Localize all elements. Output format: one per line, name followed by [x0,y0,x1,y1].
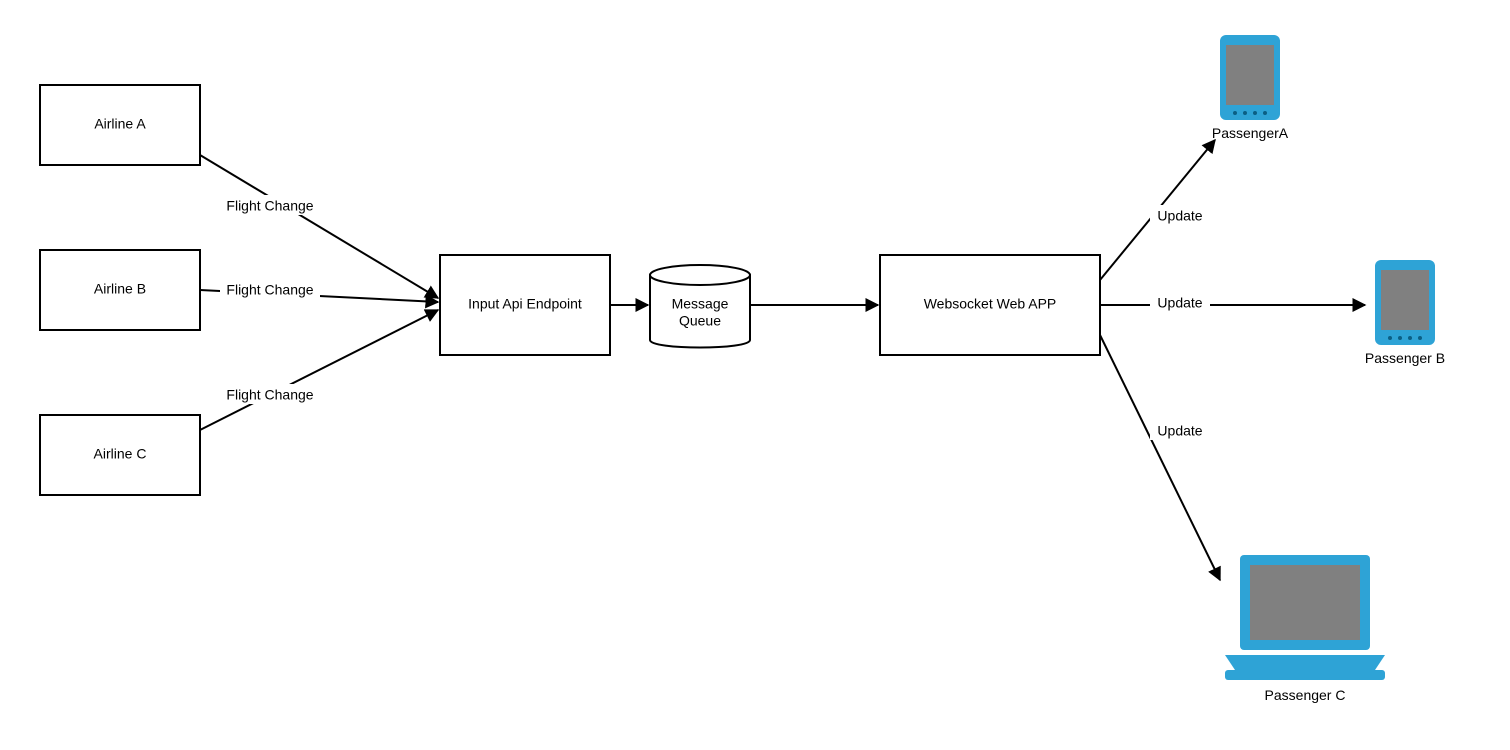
laptop-icon [1225,555,1385,680]
node-airline-b: Airline B [40,250,200,330]
input-api-label: Input Api Endpoint [468,296,582,312]
airline-b-label: Airline B [94,281,146,297]
edge-airline-b-to-api: Flight Change [200,279,438,302]
node-passenger-a: PassengerA [1212,35,1289,141]
node-websocket-app: Websocket Web APP [880,255,1100,355]
edge-ws-to-passenger-a: Update [1100,140,1215,280]
edge-pc-label: Update [1157,423,1202,439]
node-airline-a: Airline A [40,85,200,165]
diagram-canvas: Airline A Airline B Airline C Input Api … [0,0,1510,750]
edge-ws-to-passenger-b: Update [1100,292,1365,312]
websocket-app-label: Websocket Web APP [924,296,1057,312]
edge-ws-to-passenger-c: Update [1100,335,1220,580]
airline-c-label: Airline C [94,446,147,462]
msg-queue-label-2: Queue [679,313,721,329]
tablet-icon [1375,260,1435,345]
airline-a-label: Airline A [94,116,146,132]
passenger-b-label: Passenger B [1365,350,1445,366]
passenger-c-label: Passenger C [1265,687,1346,703]
edge-airline-c-to-api: Flight Change [200,310,438,430]
edge-a-label: Flight Change [226,198,313,214]
node-input-api: Input Api Endpoint [440,255,610,355]
edge-pb-label: Update [1157,295,1202,311]
passenger-a-label: PassengerA [1212,125,1289,141]
tablet-icon [1220,35,1280,120]
node-passenger-c: Passenger C [1225,555,1385,703]
edge-b-label: Flight Change [226,282,313,298]
msg-queue-label-1: Message [672,296,729,312]
edge-airline-a-to-api: Flight Change [200,155,438,298]
edge-c-label: Flight Change [226,387,313,403]
node-passenger-b: Passenger B [1365,260,1445,366]
edge-pa-label: Update [1157,208,1202,224]
node-message-queue: Message Queue [650,265,750,348]
node-airline-c: Airline C [40,415,200,495]
